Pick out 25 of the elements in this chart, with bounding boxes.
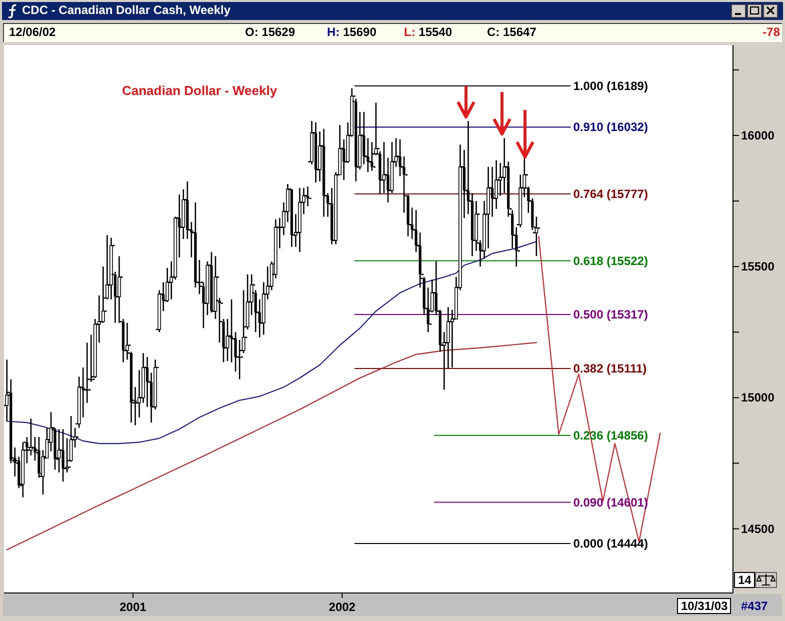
line-series — [6, 342, 537, 550]
series-label: 0.500 (15317) — [573, 308, 648, 322]
series-label: 0.382 (15111) — [573, 362, 647, 376]
text: C: 15647 — [487, 25, 536, 39]
x-tick-label: 2002 — [328, 600, 356, 614]
series-label: 0.000 (14444) — [573, 536, 648, 550]
chart-title: CDC - Canadian Dollar Cash, Weekly — [22, 3, 230, 17]
series-label: 1.000 (16189) — [573, 78, 648, 93]
x-tick-label: 2001 — [120, 600, 147, 614]
series-label: 0.910 (16032) — [573, 120, 648, 134]
y-tick-label: 14500 — [741, 522, 775, 536]
text: O: 15629 — [245, 25, 296, 39]
series-label: 0.618 (15522) — [573, 254, 648, 268]
text: -78 — [762, 25, 780, 39]
text: H: 15690 — [327, 25, 376, 39]
y-tick-label: 15000 — [741, 390, 775, 405]
annotation: Canadian Dollar - Weekly — [122, 83, 278, 98]
text: #437 — [741, 599, 768, 613]
y-tick-label: 15500 — [741, 260, 775, 274]
series-label: 0.764 (15777) — [573, 186, 648, 201]
text: 12/06/02 — [9, 25, 56, 39]
text: 10/31/03 — [681, 599, 728, 613]
text: 14 — [738, 573, 752, 587]
y-tick-label: 16000 — [741, 128, 775, 142]
text: L: 15540 — [404, 25, 452, 39]
